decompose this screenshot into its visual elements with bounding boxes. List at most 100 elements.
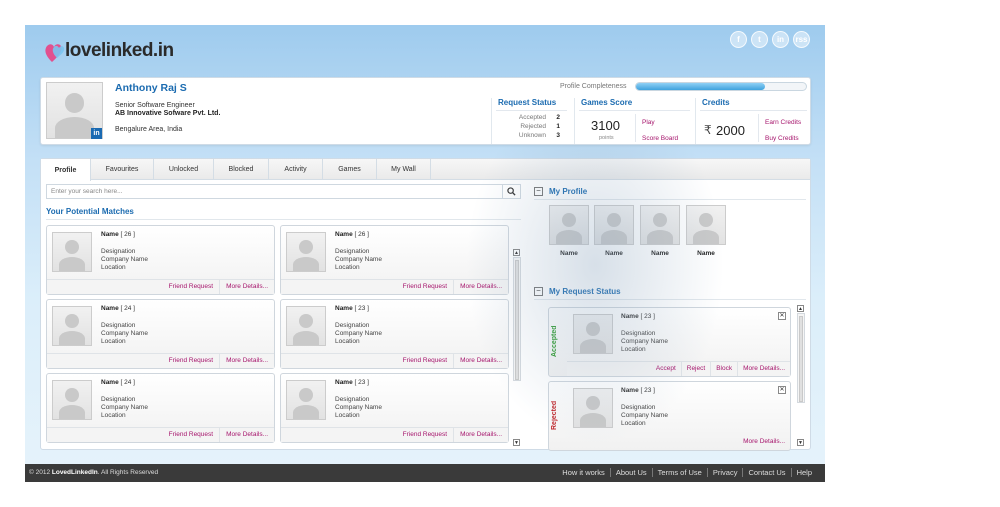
my-profile-photo[interactable]	[686, 205, 726, 245]
matches-scrollbar[interactable]	[513, 257, 521, 381]
earn-credits-link[interactable]: Earn Credits	[765, 119, 802, 126]
tab-favourites[interactable]: Favourites	[91, 159, 154, 180]
match-card: Name [ 26 ] Designation Company Name Loc…	[46, 225, 275, 295]
copyright: © 2012 LovedLinkedIn. All Rights Reserve…	[29, 469, 159, 476]
more-details-link[interactable]: More Details...	[453, 428, 508, 442]
match-avatar[interactable]	[52, 306, 92, 346]
buy-credits-link[interactable]: Buy Credits	[765, 135, 799, 142]
match-avatar[interactable]	[286, 380, 326, 420]
footer-link-terms[interactable]: Terms of Use	[651, 468, 707, 477]
more-details-link[interactable]: More Details...	[453, 280, 508, 294]
footer-link-help[interactable]: Help	[790, 468, 817, 477]
search-button[interactable]	[502, 185, 520, 198]
profile-avatar[interactable]	[46, 82, 103, 139]
more-details-link[interactable]: More Details...	[453, 354, 508, 368]
match-avatar[interactable]	[286, 232, 326, 272]
tab-unlocked[interactable]: Unlocked	[154, 159, 214, 180]
request-avatar[interactable]	[573, 314, 613, 354]
match-name[interactable]: Name	[335, 231, 353, 238]
request-name[interactable]: Name	[621, 313, 639, 320]
facebook-icon[interactable]: f	[730, 31, 747, 48]
my-profile-photo-name: Name	[697, 250, 715, 257]
match-avatar[interactable]	[52, 232, 92, 272]
match-designation: Designation	[335, 322, 370, 329]
linkedin-icon[interactable]: in	[772, 31, 789, 48]
match-name[interactable]: Name	[335, 305, 353, 312]
profile-header-card: in Anthony Raj S Senior Software Enginee…	[40, 77, 811, 145]
match-designation: Designation	[335, 248, 370, 255]
linkedin-badge-icon[interactable]: in	[91, 128, 102, 139]
tab-games[interactable]: Games	[323, 159, 377, 180]
friend-request-link[interactable]: Friend Request	[168, 357, 214, 364]
score-board-link[interactable]: Score Board	[642, 135, 679, 142]
match-age: [ 26 ]	[354, 231, 369, 238]
request-status-scrollbar[interactable]	[797, 313, 805, 403]
friend-request-link[interactable]: Friend Request	[402, 357, 448, 364]
my-profile-photo[interactable]	[640, 205, 680, 245]
scroll-down-arrow-icon[interactable]: ▼	[797, 439, 804, 446]
match-name[interactable]: Name	[335, 379, 353, 386]
play-link[interactable]: Play	[642, 119, 655, 126]
scroll-down-arrow-icon[interactable]: ▼	[513, 439, 520, 446]
more-details-link[interactable]: More Details...	[737, 362, 790, 376]
friend-request-link[interactable]: Friend Request	[402, 283, 448, 290]
main-panel: Profile Favourites Unlocked Blocked Acti…	[40, 158, 811, 451]
my-profile-photo[interactable]	[549, 205, 589, 245]
collapse-my-profile-icon[interactable]: −	[534, 187, 543, 196]
footer-link-how-it-works[interactable]: How it works	[562, 468, 605, 477]
match-card: Name [ 24 ] Designation Company Name Loc…	[46, 373, 275, 443]
site-logo[interactable]: lovelinked.in	[43, 35, 174, 67]
rupee-icon: ₹	[704, 123, 712, 137]
footer-link-contact-us[interactable]: Contact Us	[742, 468, 790, 477]
footer-link-about-us[interactable]: About Us	[609, 468, 652, 477]
close-icon[interactable]: ✕	[778, 312, 786, 320]
match-company: Company Name	[335, 256, 382, 263]
block-link[interactable]: Block	[710, 362, 737, 376]
match-location: Location	[101, 338, 126, 345]
match-designation: Designation	[101, 396, 136, 403]
my-profile-photo-name: Name	[651, 250, 669, 257]
request-location: Location	[621, 346, 646, 353]
more-details-link[interactable]: More Details...	[743, 438, 785, 445]
match-company: Company Name	[335, 330, 382, 337]
match-location: Location	[101, 412, 126, 419]
request-designation: Designation	[621, 404, 656, 411]
my-profile-photo-name: Name	[605, 250, 623, 257]
tab-profile[interactable]: Profile	[41, 159, 91, 181]
search-icon	[507, 187, 516, 196]
profile-name: Anthony Raj S	[115, 82, 187, 94]
friend-request-link[interactable]: Friend Request	[402, 431, 448, 438]
footer: © 2012 LovedLinkedIn. All Rights Reserve…	[25, 464, 825, 482]
tab-activity[interactable]: Activity	[269, 159, 323, 180]
close-icon[interactable]: ✕	[778, 386, 786, 394]
friend-request-link[interactable]: Friend Request	[168, 283, 214, 290]
scroll-up-arrow-icon[interactable]: ▲	[513, 249, 520, 256]
match-name[interactable]: Name	[101, 231, 119, 238]
games-score-title: Games Score	[581, 98, 633, 107]
twitter-icon[interactable]: t	[751, 31, 768, 48]
my-profile-photo[interactable]	[594, 205, 634, 245]
match-avatar[interactable]	[286, 306, 326, 346]
match-company: Company Name	[101, 330, 148, 337]
scroll-up-arrow-icon[interactable]: ▲	[797, 305, 804, 312]
match-name[interactable]: Name	[101, 379, 119, 386]
match-age: [ 23 ]	[354, 305, 369, 312]
tab-my-wall[interactable]: My Wall	[377, 159, 431, 180]
request-name[interactable]: Name	[621, 387, 639, 394]
more-details-link[interactable]: More Details...	[219, 280, 274, 294]
tab-blocked[interactable]: Blocked	[214, 159, 269, 180]
rss-icon[interactable]: rss	[793, 31, 810, 48]
search-input[interactable]: Enter your search here...	[46, 184, 521, 199]
reject-link[interactable]: Reject	[680, 362, 710, 376]
friend-request-link[interactable]: Friend Request	[168, 431, 214, 438]
more-details-link[interactable]: More Details...	[219, 428, 274, 442]
match-name[interactable]: Name	[101, 305, 119, 312]
match-avatar[interactable]	[52, 380, 92, 420]
collapse-my-request-status-icon[interactable]: −	[534, 287, 543, 296]
request-avatar[interactable]	[573, 388, 613, 428]
match-company: Company Name	[101, 404, 148, 411]
request-status-row: Accepted 2	[518, 114, 560, 121]
accept-link[interactable]: Accept	[655, 365, 676, 372]
more-details-link[interactable]: More Details...	[219, 354, 274, 368]
footer-link-privacy[interactable]: Privacy	[706, 468, 743, 477]
